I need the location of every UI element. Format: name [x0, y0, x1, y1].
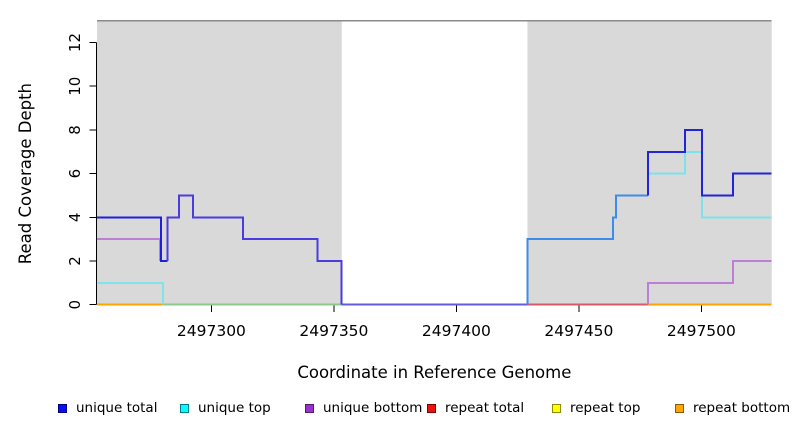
- y-tick-label: 2: [66, 256, 84, 266]
- legend-item-repeat-total: repeat total: [427, 400, 524, 416]
- legend-item-repeat-bottom: repeat bottom: [675, 400, 790, 416]
- shaded-region-1: [527, 20, 772, 305]
- coverage-line-unique-total-top-rise: [526, 194, 648, 305]
- x-tick-label: 2497450: [544, 322, 613, 340]
- legend-label: repeat top: [570, 400, 641, 416]
- x-tick-label: 2497400: [422, 322, 491, 340]
- legend-label: repeat total: [445, 400, 525, 416]
- repeat-bottom-swatch-icon: [675, 403, 684, 413]
- y-tick-label: 0: [66, 300, 84, 310]
- unique-top-swatch-icon: [180, 403, 189, 413]
- legend-label: repeat bottom: [693, 400, 791, 416]
- x-axis-title: Coordinate in Reference Genome: [297, 363, 571, 382]
- legend-item-unique-bottom: unique bottom: [305, 400, 422, 416]
- x-tick-label: 2497300: [177, 322, 246, 340]
- legend-item-repeat-top: repeat top: [552, 400, 640, 416]
- x-tick-label: 2497500: [667, 322, 736, 340]
- unique-total-swatch-icon: [58, 403, 67, 413]
- repeat-total-swatch-icon: [427, 403, 436, 413]
- y-tick-label: 6: [66, 169, 84, 179]
- y-tick-label: 8: [66, 125, 84, 135]
- legend-label: unique total: [76, 400, 158, 416]
- coverage-line-unique-bottom-right: [647, 260, 772, 305]
- legend-item-unique-total: unique total: [58, 400, 157, 416]
- coverage-line-unique-top-left: [97, 281, 165, 305]
- repeat-top-swatch-icon: [552, 403, 561, 413]
- y-axis-title: Read Coverage Depth: [16, 83, 35, 264]
- coverage-line-unique-total-right: [647, 128, 772, 197]
- y-tick-label: 4: [66, 213, 84, 223]
- y-tick-label: 12: [66, 33, 84, 52]
- x-tick-label: 2497350: [299, 322, 368, 340]
- y-tick-label: 10: [66, 77, 84, 96]
- shaded-region-0: [97, 20, 342, 305]
- unique-bottom-swatch-icon: [305, 403, 314, 413]
- coverage-line-unique-total-left: [97, 216, 168, 262]
- coverage-line-unique-total-bottom-left: [166, 194, 343, 305]
- legend: unique total unique top unique bottom re…: [0, 400, 792, 418]
- legend-label: unique bottom: [323, 400, 423, 416]
- legend-label: unique top: [198, 400, 271, 416]
- legend-item-unique-top: unique top: [180, 400, 271, 416]
